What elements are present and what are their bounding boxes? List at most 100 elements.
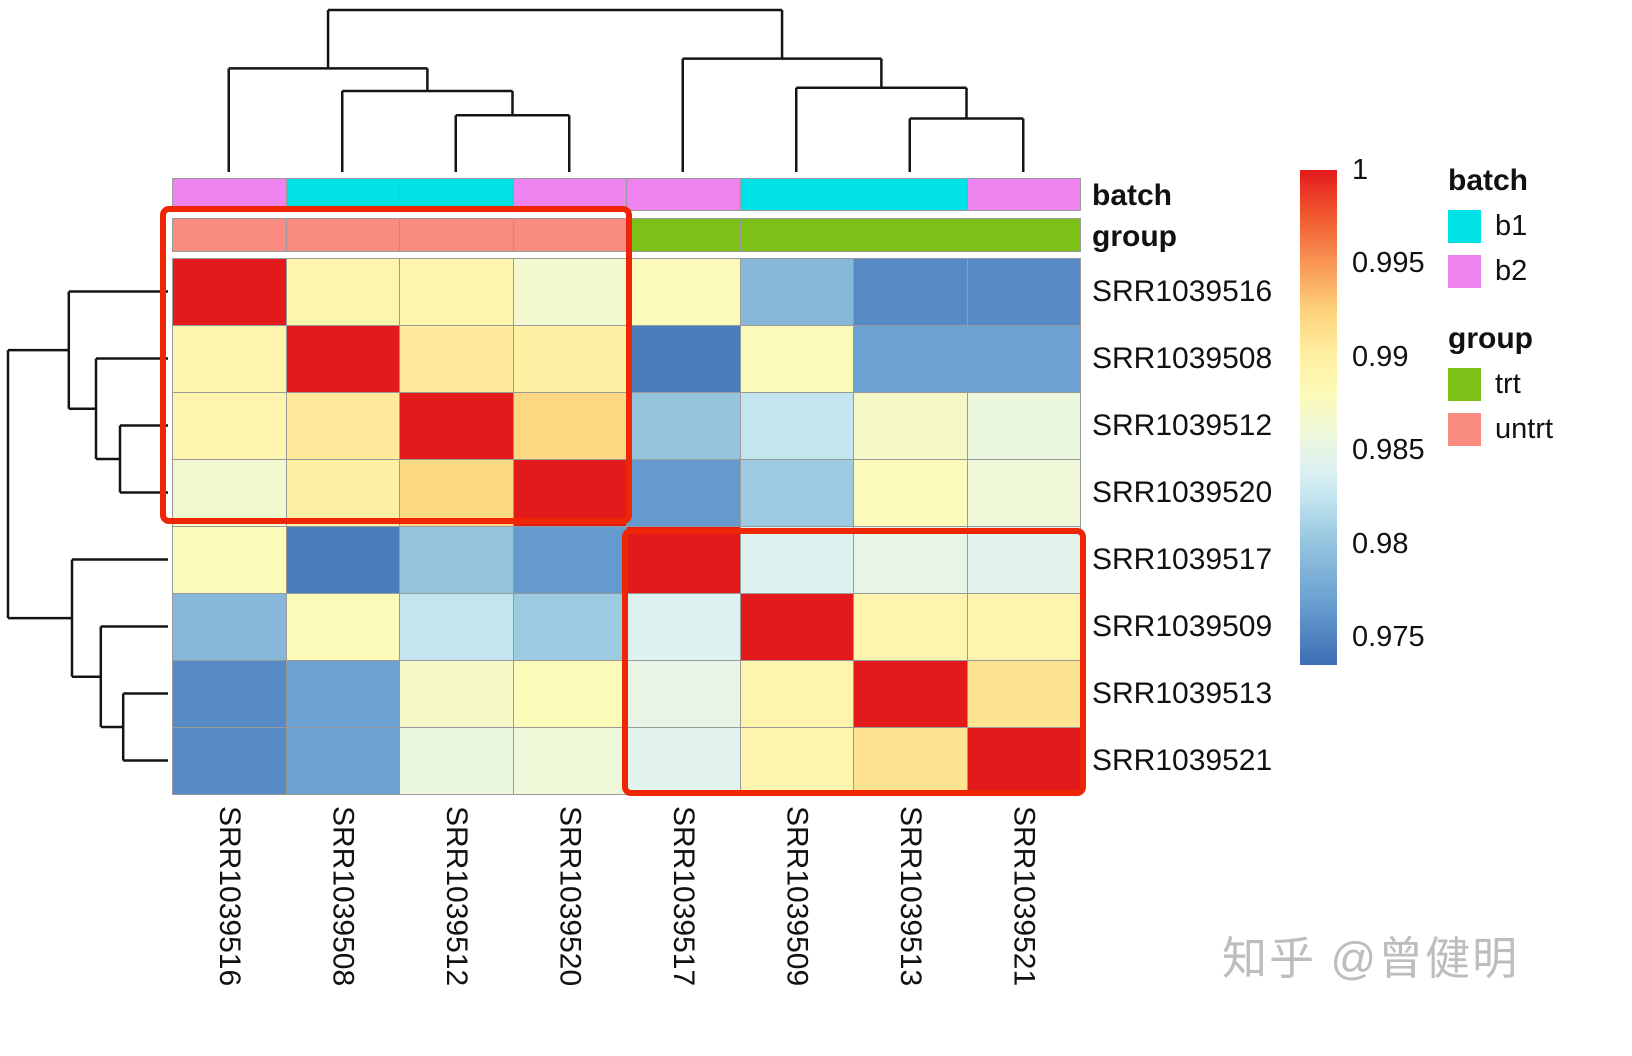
legend-group-item-untrt: untrt bbox=[1448, 413, 1553, 446]
heatmap-cell bbox=[626, 325, 741, 393]
heatmap-cell bbox=[512, 526, 627, 594]
group-row-label: group bbox=[1092, 220, 1177, 253]
legend-batch-item-b1: b1 bbox=[1448, 210, 1553, 243]
highlight-box-untrt bbox=[160, 206, 632, 524]
batch-seg-b1 bbox=[739, 178, 854, 211]
legend-batch-items: b1 b2 bbox=[1448, 210, 1553, 288]
color-scale-tick-label: 0.98 bbox=[1352, 527, 1409, 560]
batch-seg-b1 bbox=[285, 178, 400, 211]
heatmap-cell bbox=[512, 660, 627, 728]
legend-batch-item-b2: b2 bbox=[1448, 255, 1553, 288]
heatmap-cell bbox=[966, 325, 1081, 393]
heatmap-cell bbox=[739, 258, 854, 326]
column-label: SRR1039517 bbox=[666, 806, 700, 987]
heatmap-cell bbox=[512, 727, 627, 795]
heatmap-cell bbox=[853, 593, 968, 661]
group-seg-trt bbox=[966, 218, 1081, 252]
heatmap-cell bbox=[853, 258, 968, 326]
column-label: SRR1039516 bbox=[212, 806, 246, 987]
color-scale-tick-label: 0.995 bbox=[1352, 247, 1425, 280]
group-seg-untrt bbox=[285, 218, 400, 252]
legend-group-swatch-untrt bbox=[1448, 413, 1481, 446]
column-label: SRR1039508 bbox=[326, 806, 360, 987]
heatmap-cell bbox=[626, 660, 741, 728]
heatmap-cell bbox=[285, 727, 400, 795]
batch-seg-b1 bbox=[399, 178, 514, 211]
group-seg-untrt bbox=[399, 218, 514, 252]
row-label: SRR1039513 bbox=[1092, 676, 1273, 710]
heatmap-cell bbox=[399, 727, 514, 795]
legend-batch-title: batch bbox=[1448, 164, 1529, 197]
heatmap-cell bbox=[853, 325, 968, 393]
legend: batch b1 b2 group trt untrt bbox=[1448, 164, 1553, 480]
heatmap-cell bbox=[399, 593, 514, 661]
heatmap-cell bbox=[626, 526, 741, 594]
heatmap-cell bbox=[966, 258, 1081, 326]
row-label: SRR1039509 bbox=[1092, 609, 1273, 643]
legend-batch-label-b2: b2 bbox=[1495, 255, 1528, 287]
batch-seg-b2 bbox=[512, 178, 627, 211]
heatmap-cell bbox=[512, 593, 627, 661]
heatmap-cell bbox=[626, 727, 741, 795]
batch-seg-b1 bbox=[853, 178, 968, 211]
heatmap-cell bbox=[172, 459, 287, 527]
heatmap-cell bbox=[853, 459, 968, 527]
highlight-box-trt bbox=[622, 528, 1086, 796]
color-scale-tick-label: 0.985 bbox=[1352, 434, 1425, 467]
row-label: SRR1039521 bbox=[1092, 743, 1273, 777]
column-label: SRR1039521 bbox=[1007, 806, 1041, 987]
row-label: SRR1039512 bbox=[1092, 408, 1273, 442]
heatmap-cell bbox=[739, 325, 854, 393]
legend-batch-label-b1: b1 bbox=[1495, 210, 1528, 242]
heatmap-cell bbox=[172, 727, 287, 795]
row-label: SRR1039508 bbox=[1092, 341, 1273, 375]
column-label: SRR1039513 bbox=[893, 806, 927, 987]
heatmap-cell bbox=[285, 660, 400, 728]
heatmap-cell bbox=[285, 325, 400, 393]
column-label: SRR1039512 bbox=[439, 806, 473, 987]
color-scale-tick-label: 0.99 bbox=[1352, 340, 1409, 373]
group-seg-untrt bbox=[172, 218, 287, 252]
column-label: SRR1039509 bbox=[780, 806, 814, 987]
heatmap-cell bbox=[285, 526, 400, 594]
heatmap-cell bbox=[739, 459, 854, 527]
heatmap-cell bbox=[512, 325, 627, 393]
heatmap-cell bbox=[739, 526, 854, 594]
heatmap-cell bbox=[626, 459, 741, 527]
group-seg-trt bbox=[626, 218, 741, 252]
legend-batch-swatch-b1 bbox=[1448, 210, 1481, 243]
heatmap-cell bbox=[966, 727, 1081, 795]
group-seg-trt bbox=[739, 218, 854, 252]
color-scale-tick-label: 1 bbox=[1352, 154, 1369, 186]
legend-group-swatch-trt bbox=[1448, 368, 1481, 401]
heatmap-cell bbox=[399, 459, 514, 527]
heatmap-cell bbox=[172, 593, 287, 661]
heatmap-cell bbox=[285, 392, 400, 460]
heatmap-cell bbox=[172, 660, 287, 728]
legend-group-items: trt untrt bbox=[1448, 368, 1553, 446]
heatmap-cell bbox=[512, 459, 627, 527]
heatmap-cell bbox=[626, 258, 741, 326]
legend-group-title: group bbox=[1448, 322, 1533, 355]
legend-group-label-untrt: untrt bbox=[1495, 413, 1554, 445]
heatmap-cell bbox=[626, 392, 741, 460]
heatmap-cell bbox=[399, 526, 514, 594]
heatmap-cell bbox=[739, 660, 854, 728]
heatmap-cell bbox=[512, 258, 627, 326]
heatmap-cell bbox=[172, 258, 287, 326]
heatmap-cell bbox=[399, 392, 514, 460]
heatmap-cell bbox=[285, 593, 400, 661]
row-label: SRR1039516 bbox=[1092, 274, 1273, 308]
color-scale-bar bbox=[1300, 170, 1337, 665]
batch-row-label: batch bbox=[1092, 179, 1173, 212]
batch-seg-b2 bbox=[966, 178, 1081, 211]
legend-group-item-trt: trt bbox=[1448, 368, 1553, 401]
batch-seg-b2 bbox=[626, 178, 741, 211]
legend-group-label-trt: trt bbox=[1495, 368, 1521, 400]
watermark: 知乎 @曾健明 bbox=[1222, 933, 1520, 984]
group-seg-untrt bbox=[512, 218, 627, 252]
heatmap-cell bbox=[853, 392, 968, 460]
heatmap-cell bbox=[853, 660, 968, 728]
